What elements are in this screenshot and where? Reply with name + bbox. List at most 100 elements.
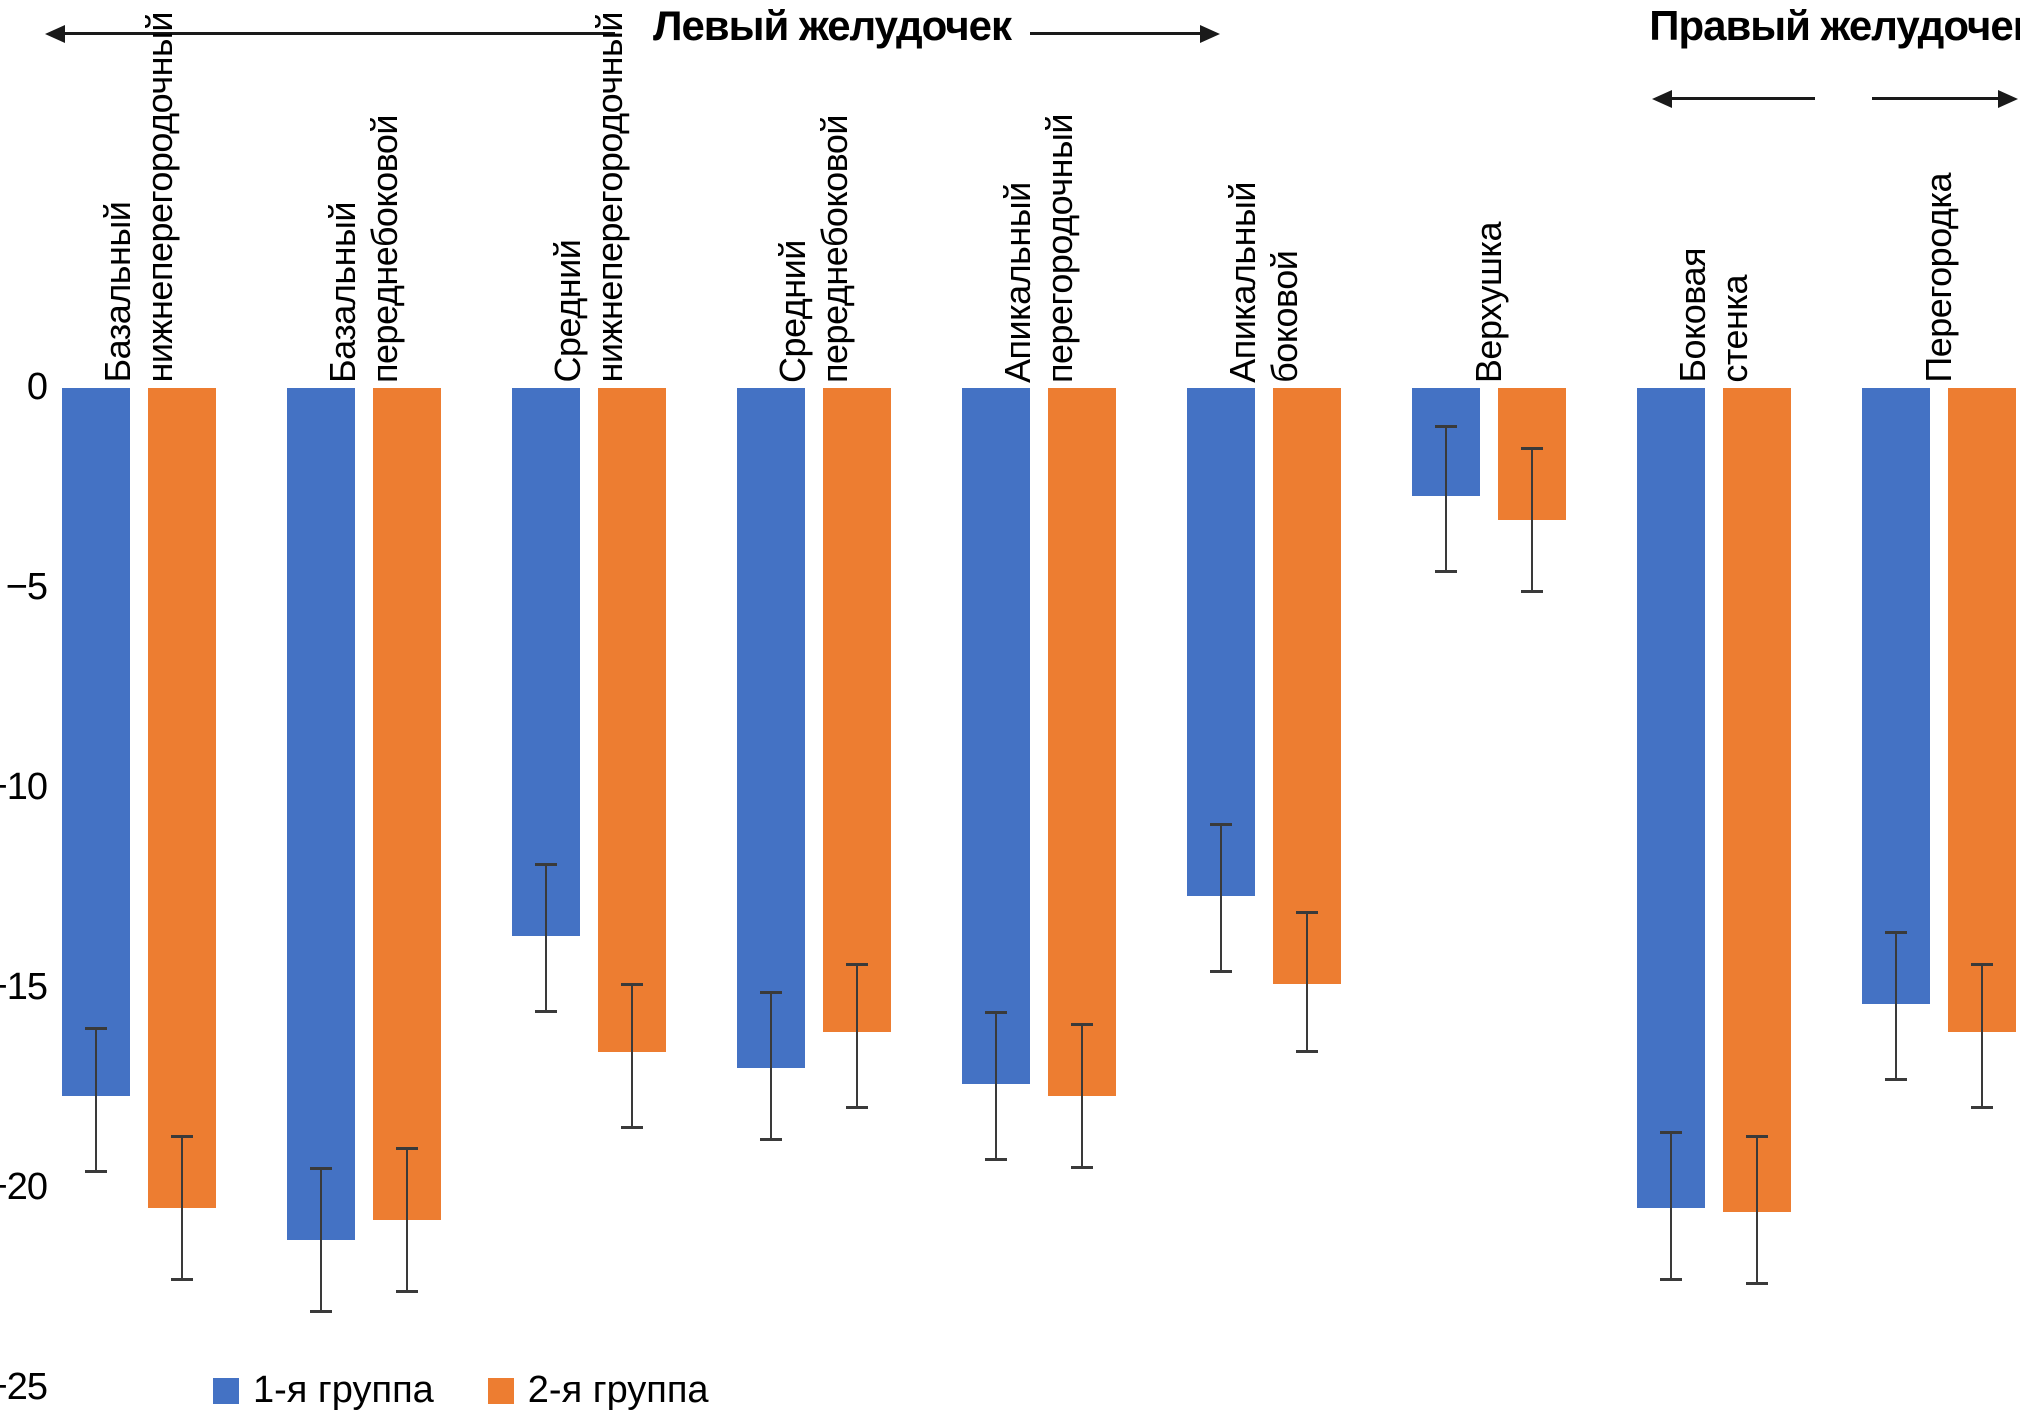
section-title-left-ventricle: Левый желудочек: [652, 2, 1012, 49]
error-cap-high-s2-c2: [396, 1147, 418, 1150]
error-cap-high-s2-c9: [1971, 963, 1993, 966]
category-label-8: Боковая стенка: [1672, 248, 1756, 383]
bar-s2-c2: [373, 388, 441, 1220]
error-cap-high-s1-c6: [1210, 823, 1232, 826]
right-ventricle-arrowhead-right-icon: [1998, 90, 2018, 108]
bar-s2-c1: [148, 388, 216, 1208]
error-cap-high-s2-c1: [171, 1135, 193, 1138]
error-cap-high-s1-c1: [85, 1027, 107, 1030]
error-bar-s2-c7: [1531, 448, 1533, 592]
error-bar-s2-c1: [181, 1136, 183, 1280]
error-cap-high-s2-c8: [1746, 1135, 1768, 1138]
error-bar-s2-c5: [1081, 1024, 1083, 1168]
error-cap-high-s2-c4: [846, 963, 868, 966]
error-cap-high-s1-c9: [1885, 931, 1907, 934]
category-label-text-8: Боковая стенка: [1672, 248, 1755, 383]
category-label-5: Апикальный перегородочный: [997, 114, 1081, 383]
legend-swatch-group1: [213, 1377, 239, 1404]
error-cap-high-s1-c4: [760, 991, 782, 994]
error-cap-low-s1-c9: [1885, 1078, 1907, 1081]
category-label-2: Базальный переднебоковой: [322, 115, 406, 383]
bar-s2-c5: [1048, 388, 1116, 1096]
legend-swatch-group2: [487, 1377, 514, 1404]
error-cap-low-s2-c4: [846, 1106, 868, 1109]
bar-s1-c4: [737, 388, 805, 1068]
category-label-1: Базальный нижнеперегородочный: [97, 12, 181, 383]
bar-s2-c8: [1723, 388, 1791, 1212]
error-bar-s1-c3: [545, 864, 547, 1012]
error-bar-s1-c5: [995, 1012, 997, 1160]
error-cap-low-s2-c6: [1296, 1050, 1318, 1053]
error-cap-low-s1-c2: [310, 1310, 332, 1313]
error-cap-low-s1-c6: [1210, 970, 1232, 973]
bar-s1-c2: [287, 388, 355, 1240]
error-cap-high-s1-c7: [1435, 425, 1457, 428]
bar-s2-c4: [823, 388, 891, 1032]
error-bar-s1-c4: [770, 992, 772, 1140]
bar-s2-c3: [598, 388, 666, 1052]
right-ventricle-arrow-line-right: [1872, 97, 2000, 100]
category-label-4: Средний переднебоковой: [772, 115, 856, 383]
error-cap-low-s1-c8: [1660, 1278, 1682, 1281]
error-cap-high-s2-c3: [621, 983, 643, 986]
category-label-text-2: Базальный переднебоковой: [322, 115, 405, 383]
category-label-text-4: Средний переднебоковой: [772, 115, 855, 383]
error-bar-s1-c1: [95, 1028, 97, 1172]
category-label-text-9: Перегородка: [1918, 173, 1959, 383]
error-cap-low-s2-c9: [1971, 1106, 1993, 1109]
error-cap-low-s1-c5: [985, 1158, 1007, 1161]
legend: 1-я группа 2-я группа: [213, 1369, 709, 1412]
bar-s1-c3: [512, 388, 580, 936]
y-tick-4: −20: [0, 1166, 48, 1208]
error-cap-low-s2-c7: [1521, 590, 1543, 593]
error-cap-low-s1-c3: [535, 1010, 557, 1013]
error-bar-s2-c3: [631, 984, 633, 1128]
bar-s1-c8: [1637, 388, 1705, 1208]
right-ventricle-arrow-line-left: [1670, 97, 1815, 100]
error-cap-low-s2-c3: [621, 1126, 643, 1129]
error-cap-low-s1-c7: [1435, 570, 1457, 573]
error-cap-high-s1-c2: [310, 1167, 332, 1170]
category-label-3: Средний нижнеперегородочный: [547, 12, 631, 383]
bar-s1-c9: [1862, 388, 1930, 1004]
category-label-text-3: Средний нижнеперегородочный: [547, 12, 630, 383]
error-bar-s1-c2: [320, 1168, 322, 1312]
y-tick-5: −25: [0, 1366, 48, 1408]
y-tick-3: −15: [0, 966, 48, 1008]
error-bar-s2-c6: [1306, 912, 1308, 1052]
error-cap-low-s2-c2: [396, 1290, 418, 1293]
category-label-9: Перегородка: [1918, 173, 1960, 383]
legend-label-group1: 1-я группа: [253, 1369, 434, 1411]
error-cap-low-s2-c5: [1071, 1166, 1093, 1169]
error-cap-low-s2-c1: [171, 1278, 193, 1281]
bar-s2-c6: [1273, 388, 1341, 984]
error-cap-high-s2-c7: [1521, 447, 1543, 450]
bar-s1-c6: [1187, 388, 1255, 896]
error-cap-high-s2-c6: [1296, 911, 1318, 914]
left-ventricle-arrow-line-left: [63, 32, 615, 35]
legend-label-group2: 2-я группа: [527, 1369, 709, 1411]
error-cap-high-s1-c5: [985, 1011, 1007, 1014]
error-bar-s2-c4: [856, 964, 858, 1108]
category-label-6: Апикальный боковой: [1222, 182, 1306, 383]
y-tick-0: 0: [26, 366, 48, 408]
left-ventricle-arrowhead-icon: [45, 25, 65, 43]
error-cap-low-s1-c1: [85, 1170, 107, 1173]
error-bar-s2-c9: [1981, 964, 1983, 1108]
error-bar-s1-c7: [1445, 426, 1447, 572]
section-title-right-ventricle: Правый желудочек: [1649, 2, 2020, 49]
left-ventricle-arrowhead-right-icon: [1200, 25, 1220, 43]
legend-item-group2: 2-я группа: [487, 1369, 709, 1412]
error-cap-high-s1-c8: [1660, 1131, 1682, 1134]
category-label-text-6: Апикальный боковой: [1222, 182, 1305, 383]
error-bar-s2-c8: [1756, 1136, 1758, 1284]
error-bar-s1-c6: [1220, 824, 1222, 972]
category-label-7: Верхушка: [1468, 222, 1510, 383]
category-label-text-5: Апикальный перегородочный: [997, 113, 1080, 383]
left-ventricle-arrow-line-right: [1030, 32, 1202, 35]
bar-s1-c5: [962, 388, 1030, 1084]
error-cap-low-s1-c4: [760, 1138, 782, 1141]
bar-s1-c1: [62, 388, 130, 1096]
y-tick-2: −10: [0, 766, 48, 808]
